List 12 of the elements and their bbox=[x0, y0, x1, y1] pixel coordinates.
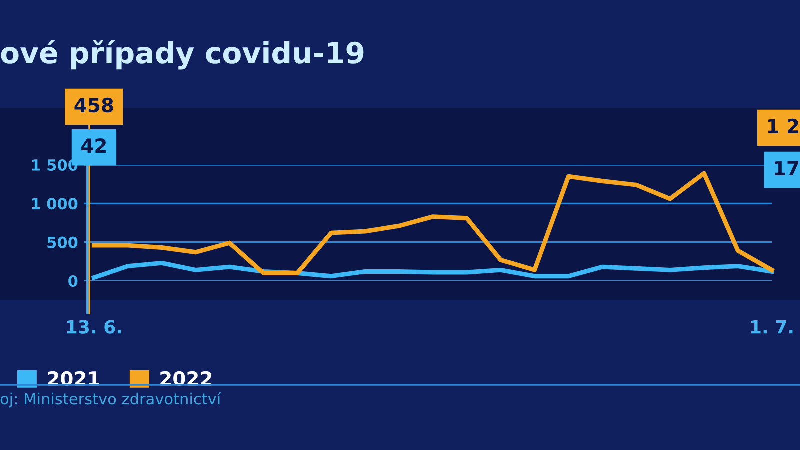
text: oj: Ministerstvo zdravotnictví bbox=[0, 392, 222, 408]
x-tick-label: 13. 6. bbox=[67, 320, 122, 334]
chart-title: ové případy covidu-19 bbox=[1, 40, 364, 70]
text: 1 2 bbox=[768, 118, 798, 134]
y-tick-label: 500 bbox=[48, 236, 78, 248]
y-tick-label: 0 bbox=[68, 275, 78, 288]
line-series bbox=[92, 260, 774, 280]
text: 17 bbox=[775, 161, 798, 176]
y-tick-label: 1 000 bbox=[32, 198, 78, 210]
text: 42 bbox=[82, 138, 106, 153]
text: 458 bbox=[74, 98, 114, 113]
x-tick-label: 1. 7. bbox=[751, 320, 793, 334]
